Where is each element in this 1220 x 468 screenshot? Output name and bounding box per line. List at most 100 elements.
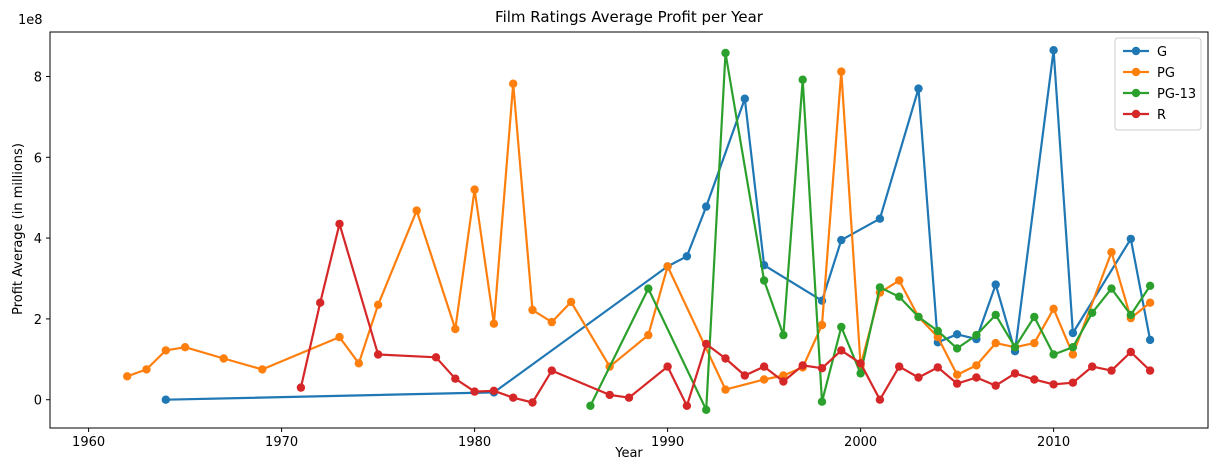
- data-point-pg: [509, 79, 518, 88]
- legend: G PG PG-13 R: [1114, 37, 1202, 131]
- data-point-r: [817, 364, 827, 373]
- data-point-pg: [547, 317, 556, 327]
- legend-label-pg: PG: [1157, 66, 1175, 81]
- data-point-pg-13: [1107, 284, 1116, 293]
- data-point-pg: [644, 330, 653, 340]
- data-point-g: [161, 395, 170, 404]
- data-point-r: [991, 381, 1000, 390]
- legend-box: [1114, 37, 1202, 131]
- legend-label-g: G: [1157, 45, 1167, 60]
- legend-label-r: R: [1157, 108, 1166, 123]
- data-point-pg-13: [856, 369, 865, 378]
- data-point-r: [1030, 375, 1039, 384]
- data-point-pg: [219, 354, 228, 363]
- data-point-pg-13: [817, 397, 827, 406]
- data-point-g: [1068, 328, 1078, 338]
- data-point-pg: [991, 338, 1000, 348]
- data-point-r: [509, 393, 518, 402]
- data-point-g: [1145, 335, 1155, 345]
- data-point-r: [1107, 366, 1116, 375]
- data-point-pg: [721, 385, 730, 394]
- data-point-g: [1126, 234, 1136, 244]
- data-point-r: [373, 350, 383, 359]
- data-point-pg-13: [1126, 310, 1136, 320]
- x-tick-label: 1960: [72, 435, 105, 450]
- legend-label-pg-13: PG-13: [1157, 87, 1196, 102]
- data-point-pg: [1107, 248, 1116, 257]
- data-point-g: [682, 252, 692, 261]
- data-point-pg-13: [952, 344, 962, 353]
- data-point-g: [837, 235, 846, 245]
- legend-marker-pg-13: [1131, 88, 1141, 98]
- data-point-pg: [1049, 304, 1058, 313]
- data-point-r: [837, 346, 846, 355]
- data-point-pg: [451, 324, 460, 334]
- data-point-pg-13: [837, 322, 846, 332]
- data-point-r: [296, 383, 306, 392]
- data-point-pg: [373, 300, 383, 309]
- data-point-r: [489, 386, 499, 395]
- data-point-pg: [123, 372, 132, 381]
- data-point-pg-13: [798, 75, 807, 84]
- x-tick-label: 2010: [1037, 435, 1070, 450]
- data-point-pg: [161, 346, 170, 355]
- data-point-pg-13: [933, 326, 942, 336]
- data-point-r: [895, 362, 904, 371]
- data-point-r: [431, 353, 441, 362]
- y-tick-label: 2: [34, 313, 42, 328]
- y-tick-label: 6: [34, 151, 42, 166]
- data-point-pg: [489, 319, 499, 328]
- data-point-pg: [1145, 298, 1155, 307]
- data-point-r: [721, 354, 730, 363]
- data-point-r: [316, 298, 325, 307]
- data-point-pg: [528, 305, 537, 315]
- data-point-pg-13: [702, 405, 711, 414]
- series-line-r: [299, 222, 1151, 407]
- data-point-r: [335, 219, 344, 229]
- y-tick-label: 0: [34, 394, 42, 409]
- data-point-pg-13: [991, 310, 1000, 320]
- data-point-g: [952, 330, 962, 339]
- data-point-pg: [142, 365, 151, 374]
- series-line-g: [165, 49, 1152, 401]
- data-point-pg: [335, 332, 344, 342]
- x-tick-label: 1990: [651, 435, 684, 450]
- data-point-pg-13: [1068, 343, 1078, 352]
- data-point-g: [702, 202, 711, 211]
- data-point-r: [470, 387, 479, 396]
- data-point-pg-13: [895, 292, 904, 301]
- data-point-pg: [663, 262, 672, 271]
- plot-frame: [49, 31, 1209, 429]
- data-point-pg: [817, 320, 827, 330]
- data-point-pg-13: [1010, 343, 1020, 352]
- data-point-pg-13: [644, 284, 653, 293]
- data-point-pg-13: [586, 401, 595, 410]
- data-point-r: [875, 395, 885, 404]
- data-point-r: [702, 339, 711, 349]
- y-axis: 0 2 4 6 8: [34, 70, 50, 409]
- data-point-pg-13: [914, 312, 923, 322]
- data-point-pg-13: [972, 330, 981, 340]
- data-point-r: [624, 393, 634, 402]
- data-point-r: [528, 398, 537, 407]
- data-point-pg: [837, 67, 846, 76]
- data-point-g: [914, 84, 923, 93]
- data-point-r: [1049, 380, 1058, 389]
- data-point-pg: [895, 276, 904, 285]
- data-point-g: [1049, 46, 1058, 55]
- data-point-r: [1126, 347, 1136, 357]
- y-tick-label: 8: [34, 70, 42, 85]
- data-point-g: [740, 94, 749, 103]
- data-point-r: [952, 379, 962, 388]
- x-axis-label: Year: [614, 446, 643, 461]
- data-point-r: [856, 359, 865, 368]
- data-point-r: [914, 373, 923, 382]
- y-offset-label: 1e8: [18, 13, 43, 28]
- data-point-pg: [180, 343, 190, 352]
- data-point-pg: [1030, 338, 1039, 348]
- x-tick-label: 1980: [458, 435, 491, 450]
- x-tick-label: 2000: [844, 435, 877, 450]
- legend-marker-pg: [1131, 67, 1141, 77]
- data-point-r: [1145, 366, 1155, 375]
